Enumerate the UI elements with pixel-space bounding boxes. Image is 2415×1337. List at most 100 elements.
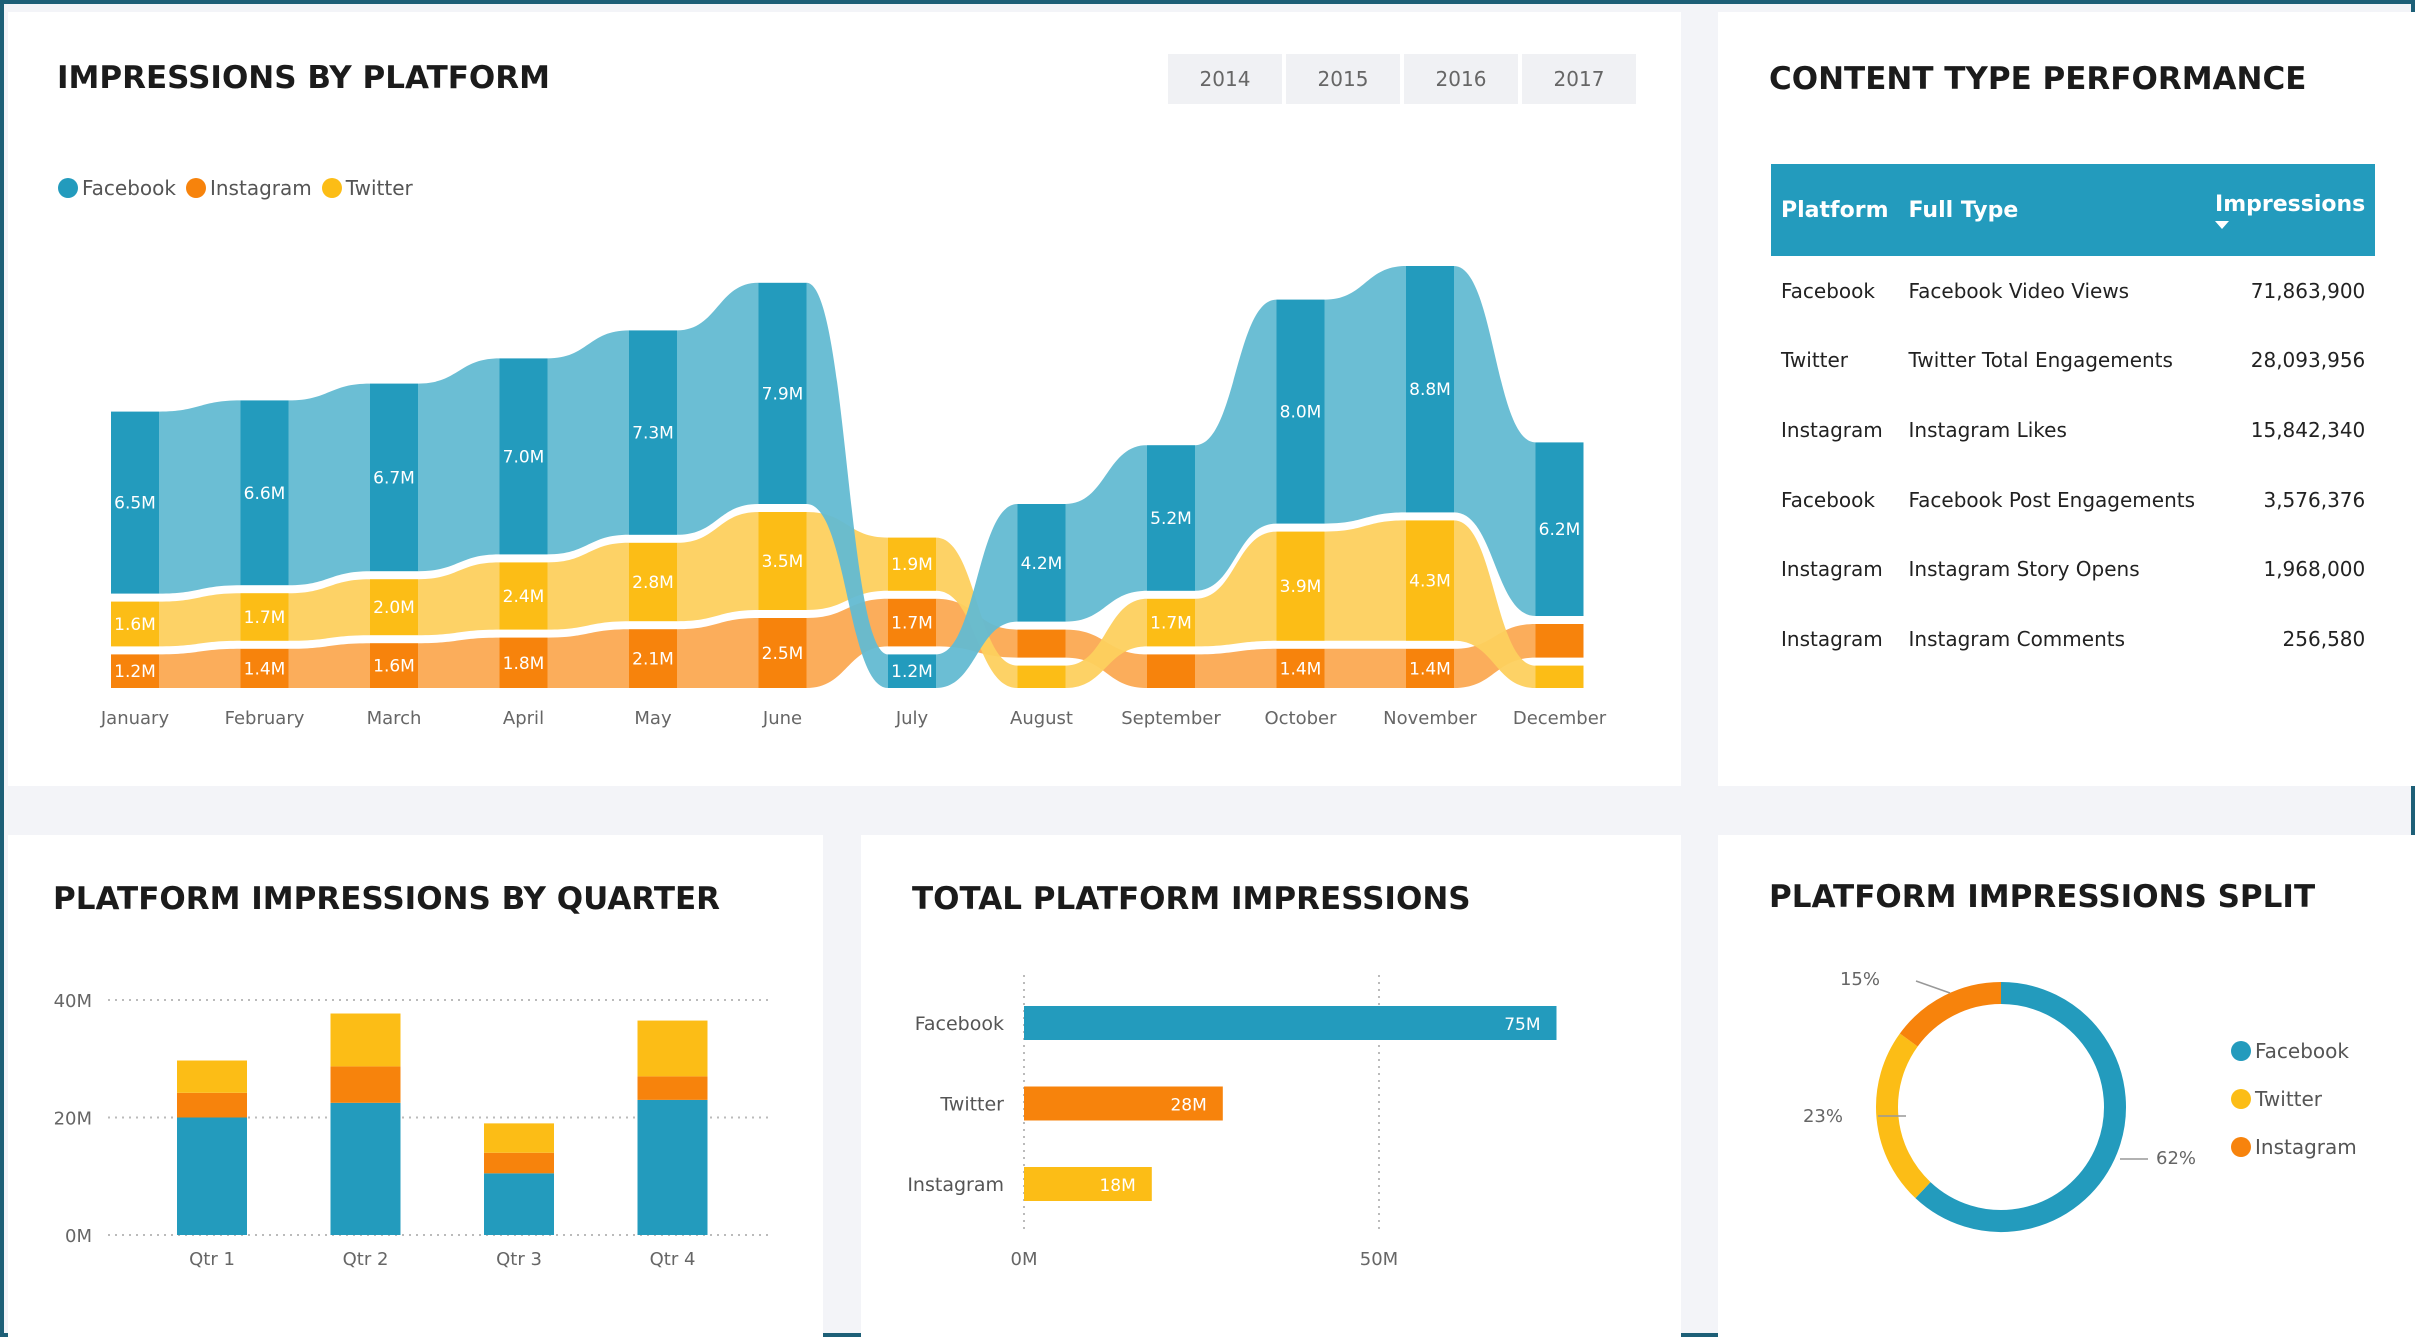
cell-impressions: 28,093,956 bbox=[2250, 348, 2366, 373]
x-tick-label: March bbox=[367, 708, 422, 729]
split-chart: 62% 23% 15% bbox=[1803, 969, 2196, 1232]
legend-item-instagram[interactable]: Instagram bbox=[185, 176, 312, 200]
ribbon-band-instagram bbox=[288, 643, 370, 688]
ribbon-data-label: 1.4M bbox=[244, 659, 286, 679]
ribbon-data-label: 3.5M bbox=[762, 552, 804, 572]
x-tick-label: February bbox=[225, 708, 305, 729]
ribbon-segment-twitter bbox=[758, 512, 807, 610]
ribbon-segment-twitter bbox=[240, 593, 289, 641]
legend-label: Instagram bbox=[2255, 1135, 2357, 1159]
bar-segment-facebook bbox=[637, 1099, 708, 1235]
ribbon-data-label: 1.2M bbox=[891, 662, 933, 682]
ribbon-data-label: 1.7M bbox=[891, 614, 933, 634]
x-tick-label: Qtr 2 bbox=[343, 1249, 389, 1270]
year-button-2014[interactable]: 2014 bbox=[1168, 54, 1282, 104]
bar-segment-instagram bbox=[330, 1066, 401, 1103]
ribbon-segment-instagram bbox=[370, 643, 418, 688]
ribbon-data-label: 3.9M bbox=[1280, 577, 1322, 597]
ribbon-data-label: 4.3M bbox=[1409, 572, 1451, 592]
year-button-2015[interactable]: 2015 bbox=[1286, 54, 1400, 104]
ribbon-data-label: 7.0M bbox=[503, 447, 545, 467]
ribbon-segment-twitter bbox=[499, 562, 548, 630]
cell-impressions: 3,576,376 bbox=[2263, 487, 2366, 512]
table-title: CONTENT TYPE PERFORMANCE bbox=[1769, 61, 2307, 97]
x-tick-label: April bbox=[503, 708, 544, 729]
legend-item-twitter[interactable]: Twitter bbox=[321, 176, 413, 200]
total-chart-title: TOTAL PLATFORM IMPRESSIONS bbox=[912, 881, 1471, 917]
table-row[interactable]: Instagram Instagram Comments 256,580 bbox=[1771, 604, 2375, 674]
ribbon-segment-facebook bbox=[1535, 442, 1584, 616]
donut-leader-line bbox=[1915, 980, 1951, 994]
legend-dot-icon bbox=[321, 178, 342, 198]
table-row[interactable]: Facebook Facebook Post Engagements 3,576,3… bbox=[1771, 465, 2375, 535]
bar-facebook bbox=[1024, 1006, 1557, 1040]
legend-item-instagram[interactable]: Instagram bbox=[2231, 1135, 2357, 1159]
ribbon-segment-instagram bbox=[1017, 629, 1066, 658]
cell-full-type: Facebook Post Engagements bbox=[1908, 487, 2196, 512]
ribbon-segment-facebook bbox=[240, 400, 289, 586]
legend-label: Facebook bbox=[2255, 1039, 2349, 1063]
ribbon-segment-facebook bbox=[1406, 266, 1454, 513]
x-tick-label: Qtr 3 bbox=[496, 1249, 542, 1270]
donut-data-label: 62% bbox=[2156, 1148, 2196, 1169]
x-tick-label: May bbox=[634, 708, 672, 729]
bar-segment-instagram bbox=[484, 1152, 554, 1174]
platform-impressions-split-card: PLATFORM IMPRESSIONS SPLIT 62% 23% 15% Fac… bbox=[1718, 835, 2415, 1337]
ribbon-band-instagram bbox=[547, 629, 629, 688]
cell-full-type: Twitter Total Engagements bbox=[1908, 348, 2173, 373]
ribbon-band-facebook bbox=[1065, 445, 1147, 622]
year-button-2017[interactable]: 2017 bbox=[1522, 54, 1636, 104]
x-tick-label: January bbox=[100, 708, 170, 729]
ribbon-data-label: 6.7M bbox=[373, 468, 415, 488]
x-tick-label: Qtr 4 bbox=[650, 1249, 696, 1270]
year-button-2016[interactable]: 2016 bbox=[1404, 54, 1518, 104]
ribbon-data-label: 1.6M bbox=[114, 615, 156, 635]
bar-segment-facebook bbox=[330, 1102, 401, 1235]
ribbon-data-label: 1.7M bbox=[1150, 614, 1192, 634]
ribbon-band-twitter bbox=[677, 512, 759, 622]
split-legend: Facebook Twitter Instagram bbox=[2231, 1039, 2367, 1183]
ribbon-bands bbox=[159, 266, 1536, 688]
ribbon-segment-instagram bbox=[1147, 654, 1195, 688]
bar-segment-twitter bbox=[177, 1060, 247, 1093]
ribbon-segment-twitter bbox=[1535, 665, 1584, 688]
donut-slice-twitter bbox=[1876, 1033, 1931, 1199]
quarter-chart: 0M 20M 40M Qtr 1 Qtr 2 Qtr 3 Qtr 4 bbox=[54, 991, 770, 1270]
ribbon-data-label: 1.4M bbox=[1409, 659, 1451, 679]
table-header-row: Platform Full Type Impressions bbox=[1771, 164, 2376, 256]
ribbon-band-facebook bbox=[1195, 299, 1277, 591]
bar-segment-facebook bbox=[177, 1117, 247, 1235]
cell-full-type: Instagram Likes bbox=[1908, 417, 2067, 442]
table-row[interactable]: Facebook Facebook Video Views 71,863,900 bbox=[1771, 256, 2375, 326]
y-tick-label: 40M bbox=[54, 991, 92, 1012]
column-header-label: Impressions bbox=[2215, 191, 2366, 217]
column-header-impressions[interactable]: Impressions bbox=[2205, 164, 2376, 256]
legend-item-facebook[interactable]: Facebook bbox=[58, 176, 176, 200]
ribbon-band-instagram bbox=[677, 618, 759, 688]
legend-label: Twitter bbox=[2255, 1087, 2323, 1111]
ribbon-data-label: 2.8M bbox=[632, 573, 674, 593]
ribbon-data-label: 7.9M bbox=[762, 384, 804, 404]
content-type-performance-card: CONTENT TYPE PERFORMANCE Platform Full T… bbox=[1718, 12, 2415, 786]
split-chart-title: PLATFORM IMPRESSIONS SPLIT bbox=[1769, 879, 2316, 915]
cell-platform: Instagram bbox=[1781, 626, 1883, 651]
cell-platform: Instagram bbox=[1781, 417, 1883, 442]
table-row[interactable]: Instagram Instagram Likes 15,842,340 bbox=[1771, 395, 2375, 465]
ribbon-band-facebook bbox=[418, 358, 500, 572]
legend-item-facebook[interactable]: Facebook bbox=[2231, 1039, 2357, 1063]
ribbon-legend: Facebook Instagram Twitter bbox=[58, 176, 423, 200]
column-header-full-type[interactable]: Full Type bbox=[1898, 164, 2206, 256]
ribbon-data-label: 6.2M bbox=[1539, 520, 1581, 540]
x-tick-label: June bbox=[762, 708, 802, 729]
ribbon-data-label: 4.2M bbox=[1021, 554, 1063, 574]
column-header-platform[interactable]: Platform bbox=[1771, 164, 1899, 256]
ribbon-segment-twitter bbox=[1276, 531, 1325, 641]
x-tick-label: September bbox=[1121, 708, 1221, 729]
legend-label: Instagram bbox=[209, 176, 312, 200]
legend-item-twitter[interactable]: Twitter bbox=[2231, 1087, 2357, 1111]
ribbon-band-facebook bbox=[806, 282, 888, 688]
table-row[interactable]: Instagram Instagram Story Opens 1,968,000 bbox=[1771, 534, 2375, 604]
ribbon-segment-facebook bbox=[629, 330, 677, 535]
ribbon-segment-instagram bbox=[629, 629, 677, 688]
table-row[interactable]: Twitter Twitter Total Engagements 28,093,9… bbox=[1771, 326, 2375, 396]
